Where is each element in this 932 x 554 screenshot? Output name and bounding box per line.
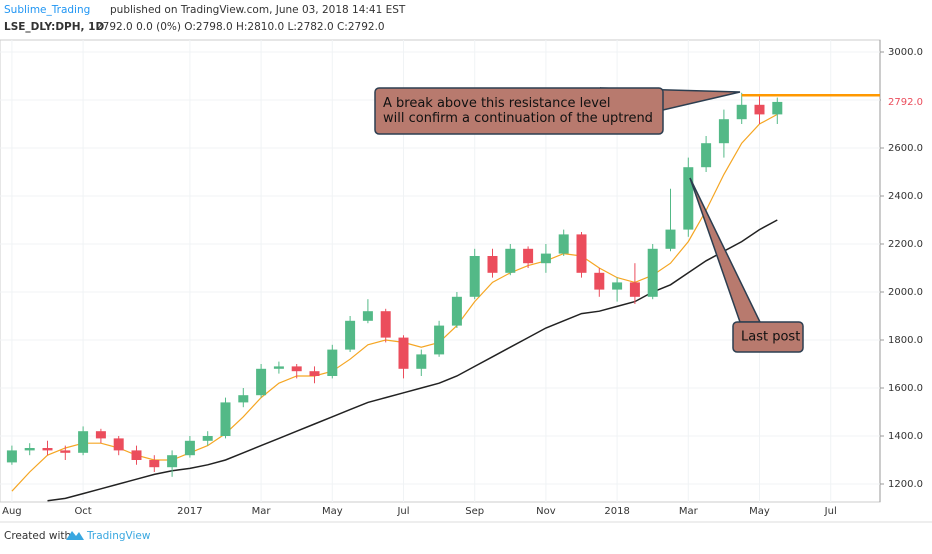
y-tick-label: 2200.0	[888, 239, 923, 250]
candle-body	[701, 143, 712, 168]
y-tick-label: 2400.0	[888, 191, 923, 202]
y-tick-label: 2600.0	[888, 143, 923, 154]
footer-created: Created with	[4, 530, 71, 542]
candle-body	[202, 436, 213, 441]
candle-body	[416, 354, 427, 369]
candle-body	[60, 450, 71, 453]
candle-body	[434, 325, 445, 355]
candle-body	[95, 431, 106, 439]
candle-body	[149, 460, 160, 468]
candle-body	[309, 371, 320, 376]
x-tick-label: May	[322, 506, 343, 517]
last-price-label: 2792.0	[888, 97, 923, 108]
candle-body	[291, 366, 302, 372]
candle-body	[647, 248, 658, 297]
candle-body	[576, 234, 587, 273]
callout-text: A break above this resistance level	[383, 96, 611, 111]
candle-body	[540, 253, 551, 264]
x-tick-label: Aug	[2, 506, 22, 517]
candle-body	[6, 450, 17, 463]
quote: 2792.0 0.0 (0%) O:2798.0 H:2810.0 L:2782…	[96, 21, 385, 33]
y-tick-label: 3000.0	[888, 47, 923, 58]
logo	[66, 531, 84, 540]
x-tick-label: Mar	[679, 506, 699, 517]
symbol: LSE_DLY:DPH, 1D	[4, 21, 104, 33]
x-tick-label: Sep	[465, 506, 484, 517]
candle-body	[469, 256, 480, 297]
candle-body	[42, 448, 53, 451]
candle-body	[612, 282, 623, 290]
candle-body	[451, 296, 462, 326]
x-tick-label: May	[749, 506, 770, 517]
candle-body	[380, 311, 391, 338]
y-tick-label: 1800.0	[888, 335, 923, 346]
candle-body	[754, 104, 765, 115]
candle-body	[523, 248, 534, 264]
candle-body	[398, 337, 409, 369]
candle-body	[220, 402, 231, 436]
y-tick-label: 1400.0	[888, 431, 923, 442]
y-tick-label: 2000.0	[888, 287, 923, 298]
x-tick-label: Mar	[252, 506, 272, 517]
x-tick-label: Oct	[74, 506, 91, 517]
callout-box	[374, 87, 664, 135]
candle-body	[113, 438, 124, 451]
candle-body	[683, 167, 694, 230]
candle-body	[718, 119, 729, 144]
candle-body	[273, 366, 284, 369]
y-tick-label: 1200.0	[888, 479, 923, 490]
candle-body	[327, 349, 338, 376]
candle-body	[665, 229, 676, 249]
candle-body	[736, 104, 747, 120]
candle-body	[345, 320, 356, 350]
callout-text: Last post	[741, 330, 800, 345]
last-price-box	[881, 93, 931, 110]
candle-body	[78, 431, 89, 453]
x-tick-label: Jul	[824, 506, 837, 517]
x-tick-label: Nov	[536, 506, 556, 517]
x-tick-label: 2018	[604, 506, 629, 517]
candle-body	[256, 368, 267, 396]
callout-text: will confirm a continuation of the uptre…	[383, 111, 653, 126]
candle-body	[362, 311, 373, 321]
candle-body	[558, 234, 569, 254]
x-tick-label: 2017	[177, 506, 202, 517]
candle-body	[131, 450, 142, 460]
candle-body	[487, 256, 498, 273]
candle-body	[238, 395, 249, 403]
y-tick-label: 1600.0	[888, 383, 923, 394]
candle-body	[184, 440, 195, 456]
candle-body	[629, 282, 640, 297]
candle-body	[772, 101, 783, 115]
x-tick-label: Jul	[396, 506, 409, 517]
candle-body	[167, 455, 178, 468]
candle-body	[505, 248, 516, 273]
candle-body	[24, 448, 35, 451]
published: published on TradingView.com, June 03, 2…	[110, 4, 406, 16]
author[interactable]: Sublime_Trading	[4, 4, 90, 16]
callout-box	[732, 321, 804, 353]
footer-brand[interactable]: TradingView	[86, 530, 151, 542]
candle-body	[594, 272, 605, 290]
